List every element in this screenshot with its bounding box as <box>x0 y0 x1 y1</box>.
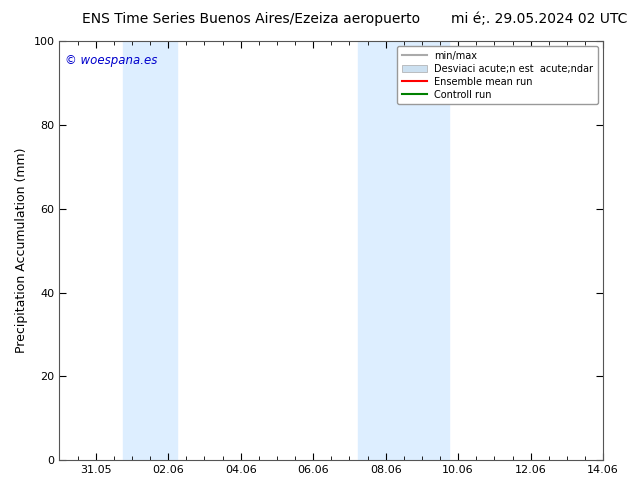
Y-axis label: Precipitation Accumulation (mm): Precipitation Accumulation (mm) <box>15 148 28 353</box>
Legend: min/max, Desviaci acute;n est  acute;ndar, Ensemble mean run, Controll run: min/max, Desviaci acute;n est acute;ndar… <box>398 46 598 104</box>
Bar <box>123 41 178 460</box>
Bar <box>358 41 449 460</box>
Text: ENS Time Series Buenos Aires/Ezeiza aeropuerto: ENS Time Series Buenos Aires/Ezeiza aero… <box>82 12 420 26</box>
Text: mi é;. 29.05.2024 02 UTC: mi é;. 29.05.2024 02 UTC <box>451 12 628 26</box>
Text: © woespana.es: © woespana.es <box>65 53 157 67</box>
